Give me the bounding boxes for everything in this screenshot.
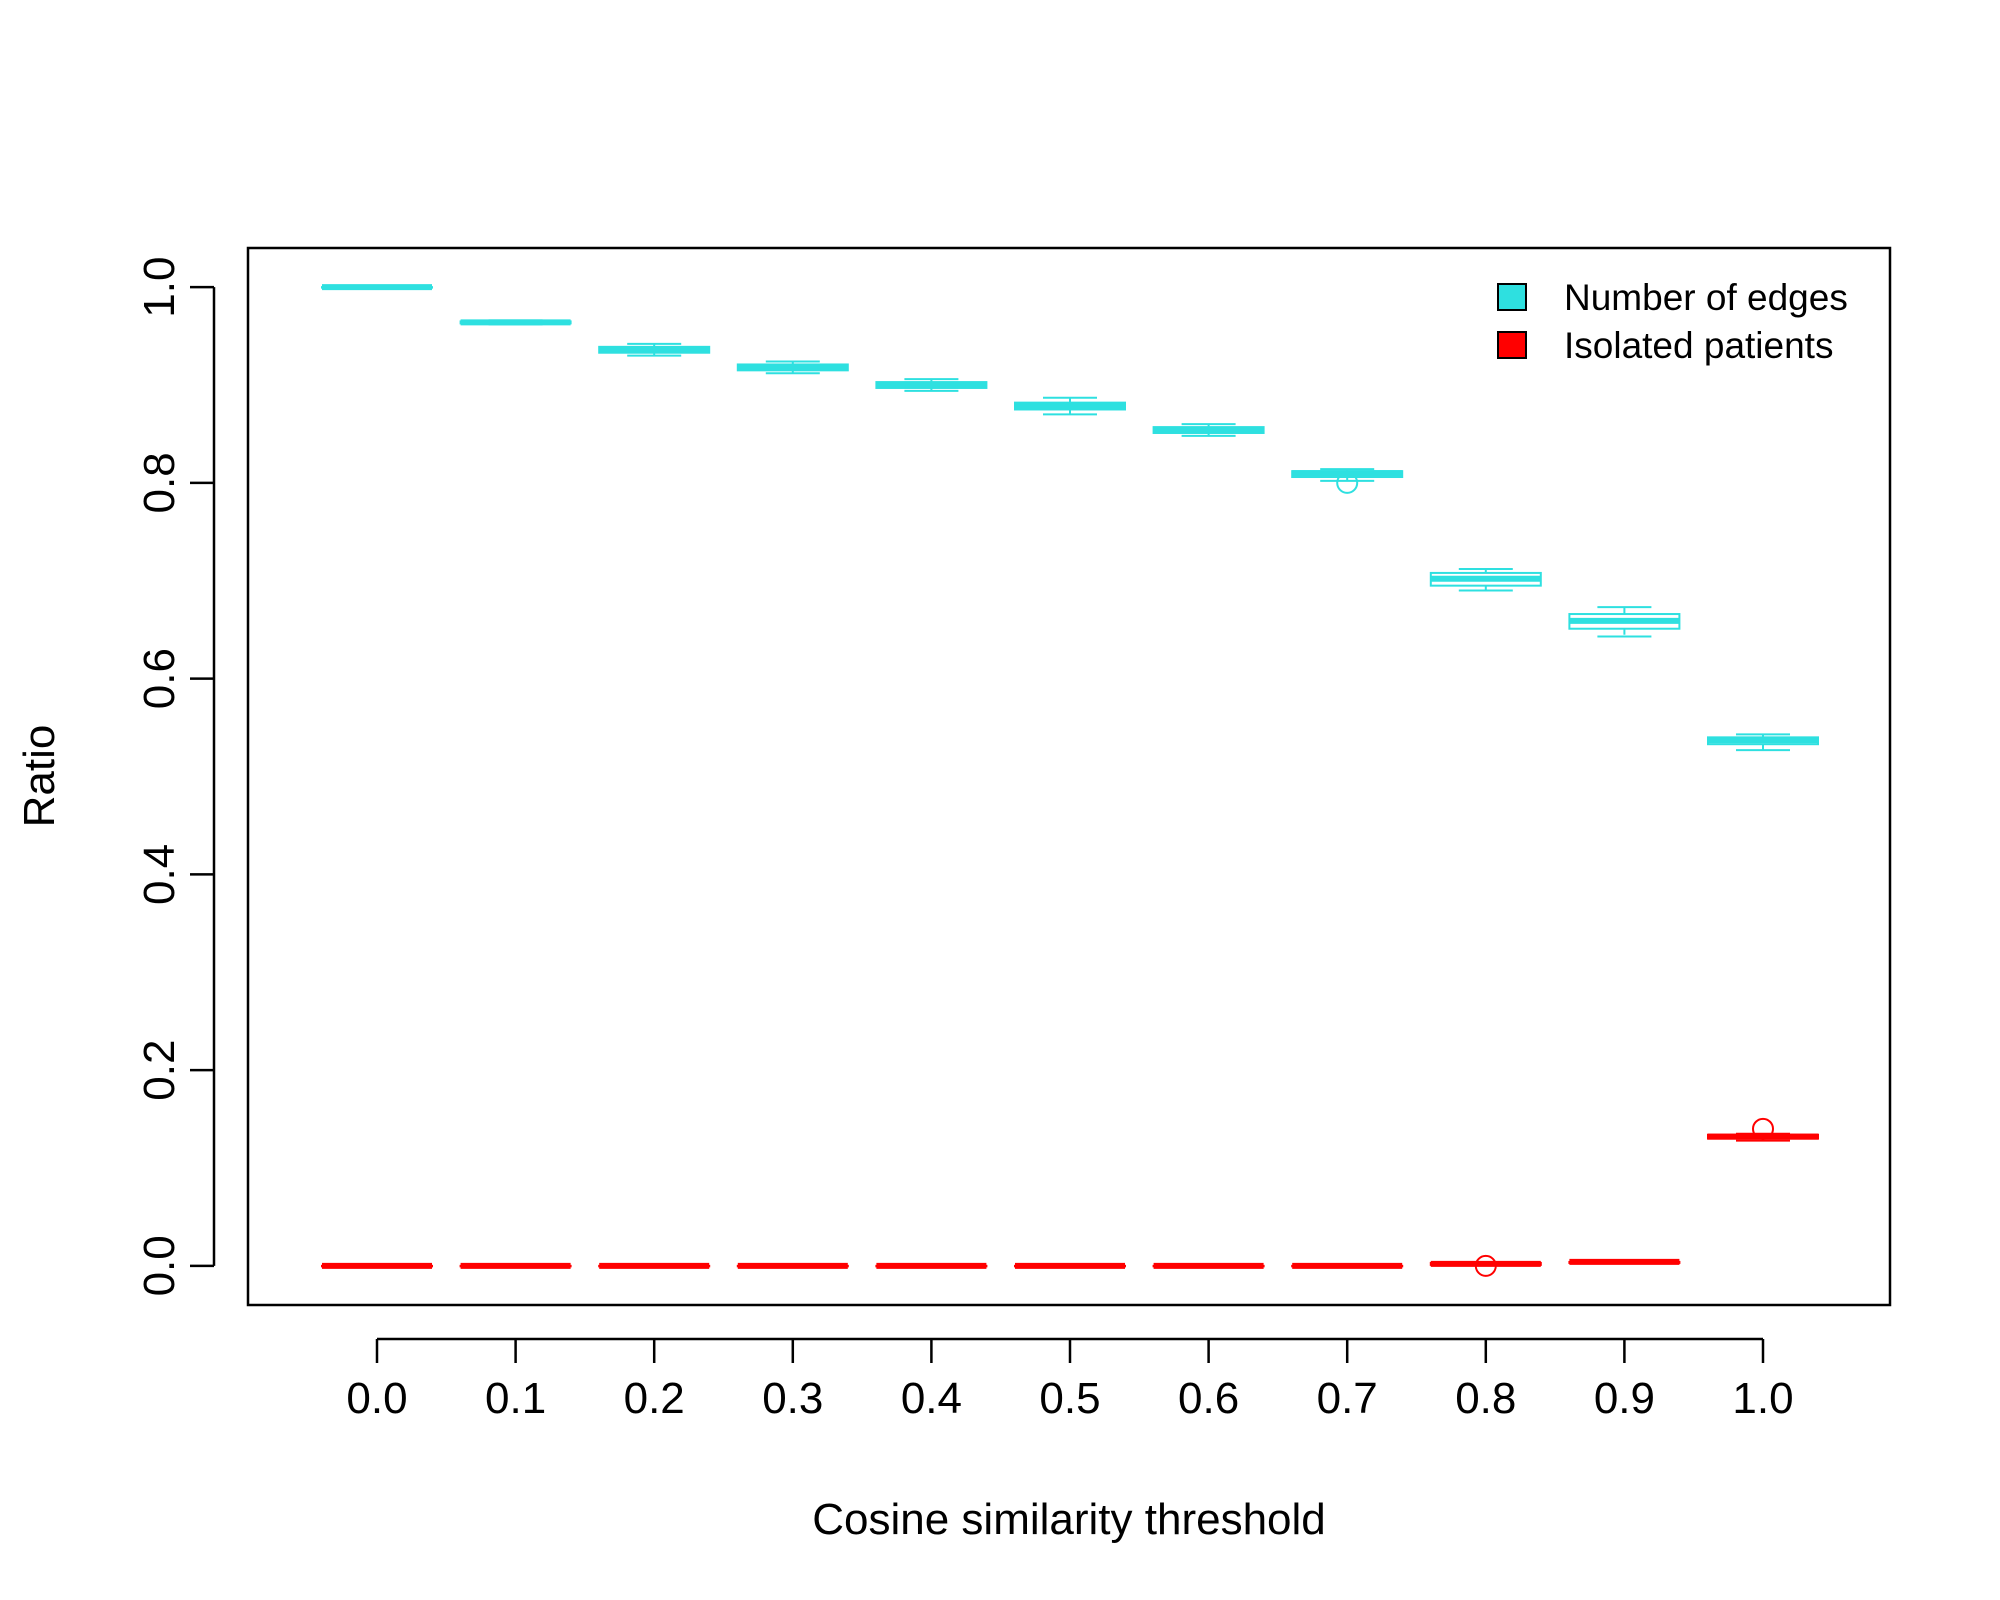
y-tick-label-0: 0.0 [135, 1235, 184, 1296]
box-1-2 [598, 1262, 711, 1269]
box-1-3 [736, 1262, 849, 1269]
x-tick-label-5: 0.5 [1039, 1374, 1100, 1423]
y-tick-label-3: 0.6 [135, 648, 184, 709]
y-tick-label-1: 0.2 [135, 1040, 184, 1101]
series-1 [321, 1117, 1819, 1277]
legend-swatch-0 [1497, 283, 1527, 311]
legend-label-1: Isolated patients [1564, 325, 1833, 366]
x-tick-label-6: 0.6 [1178, 1374, 1239, 1423]
box-0-3 [736, 360, 849, 375]
x-tick-label-1: 0.1 [485, 1374, 546, 1423]
box-1-1 [459, 1262, 572, 1269]
box-0-9 [1568, 606, 1681, 638]
box-1-9 [1568, 1258, 1681, 1265]
box-1-7 [1291, 1262, 1404, 1269]
x-tick-label-0: 0.0 [346, 1374, 407, 1423]
series-0 [321, 284, 1819, 752]
y-tick-label-2: 0.4 [135, 844, 184, 905]
box-0-10 [1707, 733, 1819, 752]
y-tick-label-5: 1.0 [135, 257, 184, 318]
box-series [321, 284, 1819, 1277]
box-0-6 [1152, 423, 1265, 437]
box-0-8 [1429, 568, 1542, 592]
x-axis-title: Cosine similarity threshold [812, 1495, 1326, 1544]
outlier-0 [1752, 1117, 1774, 1140]
box-1-0 [321, 1262, 433, 1269]
y-axis: 0.0 0.2 0.4 0.6 0.8 1.0 [135, 257, 216, 1296]
box-0-4 [875, 378, 988, 392]
box-0-2 [598, 342, 711, 357]
box-1-10 [1707, 1117, 1819, 1142]
legend-label-0: Number of edges [1564, 277, 1848, 318]
box-0-5 [1014, 396, 1126, 416]
x-tick-label-7: 0.7 [1317, 1374, 1378, 1423]
y-axis-title: Ratio [15, 725, 64, 828]
x-tick-label-3: 0.3 [762, 1374, 823, 1423]
legend-swatch-1 [1497, 331, 1527, 359]
legend: Number of edges Isolated patients [1497, 277, 1848, 366]
x-tick-label-2: 0.2 [624, 1374, 685, 1423]
plot-frame [246, 246, 1892, 1307]
box-1-8 [1429, 1254, 1542, 1277]
box-0-0 [321, 284, 433, 291]
box-1-6 [1152, 1262, 1265, 1269]
box-1-5 [1014, 1262, 1126, 1269]
box-0-7 [1291, 468, 1404, 494]
box-1-4 [875, 1262, 988, 1269]
box-0-1 [459, 319, 572, 326]
y-tick-label-4: 0.8 [135, 452, 184, 513]
x-tick-label-4: 0.4 [901, 1374, 962, 1423]
x-tick-label-10: 1.0 [1732, 1374, 1793, 1423]
x-axis: 0.0 0.1 0.2 0.3 0.4 0.5 0.6 0.7 0.8 0.9 1.0 [346, 1337, 1794, 1423]
outlier-0 [1474, 1254, 1497, 1277]
x-tick-label-9: 0.9 [1594, 1374, 1655, 1423]
x-tick-label-8: 0.8 [1455, 1374, 1516, 1423]
outlier-0 [1336, 471, 1359, 494]
